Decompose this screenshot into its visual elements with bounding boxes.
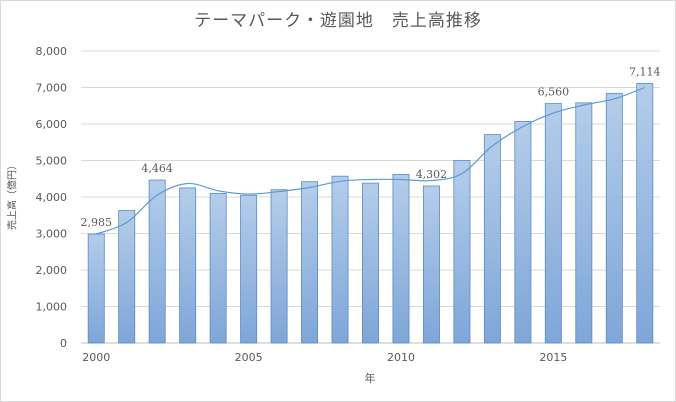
data-label: 2,985 <box>80 216 112 229</box>
y-tick-label: 7,000 <box>36 82 68 95</box>
bar-2002 <box>148 179 166 344</box>
x-tick-label: 2010 <box>387 351 415 364</box>
bar-2001 <box>118 210 136 344</box>
y-tick-label: 1,000 <box>36 301 68 314</box>
bar-2012 <box>453 160 471 344</box>
y-tick-label: 8,000 <box>36 45 68 58</box>
x-tick-label: 2005 <box>235 351 263 364</box>
y-tick-label: 4,000 <box>36 191 68 204</box>
bar-2009 <box>362 182 379 344</box>
bar-2017 <box>605 92 623 344</box>
trend-line-series <box>96 86 645 235</box>
bar-2003 <box>179 187 197 344</box>
y-axis-ticks: 0 1,000 2,000 3,000 4,000 5,000 6,000 7,000 8,00… <box>36 45 68 350</box>
bar-2004 <box>209 192 227 344</box>
x-tick-label: 2015 <box>539 351 567 364</box>
bar-2007 <box>301 181 319 344</box>
data-label: 6,560 <box>538 86 570 99</box>
x-axis-title: 年 <box>364 372 376 385</box>
data-label: 4,302 <box>416 168 448 181</box>
bar-2014 <box>514 121 532 344</box>
x-axis-ticks: 2000 2005 2010 2015 <box>82 351 567 364</box>
bar-2011 <box>422 185 440 344</box>
bar-2013 <box>483 134 501 344</box>
x-tick-label: 2000 <box>82 351 110 364</box>
bar-2008 <box>331 175 349 344</box>
bar-2010 <box>392 173 410 344</box>
bar-2005 <box>240 194 258 344</box>
data-labels: 2,985 4,464 4,302 6,560 7,114 <box>80 65 660 229</box>
chart-title: テーマパーク・遊園地 売上高推移 <box>194 11 482 31</box>
y-tick-label: 3,000 <box>36 228 68 241</box>
bar-2016 <box>575 102 593 344</box>
bar-series <box>87 82 654 344</box>
data-label: 7,114 <box>629 65 661 78</box>
bar-2015 <box>544 103 562 344</box>
y-tick-label: 0 <box>60 337 67 350</box>
bar-2000 <box>87 233 105 344</box>
y-tick-label: 5,000 <box>36 155 68 168</box>
y-tick-label: 2,000 <box>36 264 68 277</box>
bar-2006 <box>270 189 288 344</box>
trend-line <box>96 86 645 235</box>
bar-2018 <box>636 82 654 344</box>
data-label: 4,464 <box>141 162 173 175</box>
y-tick-label: 6,000 <box>36 118 68 131</box>
